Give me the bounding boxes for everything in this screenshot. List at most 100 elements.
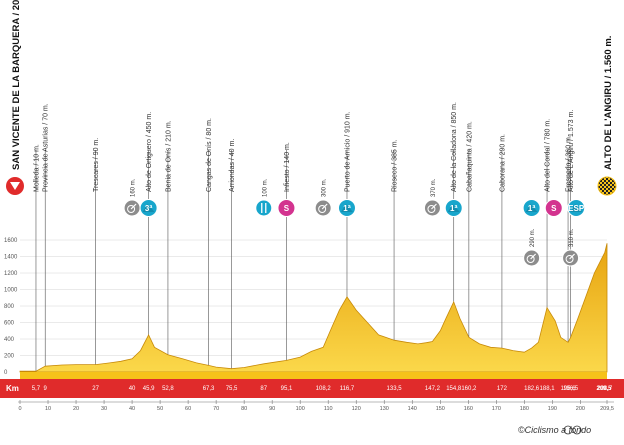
x-tick-label: 209,5 [600,406,614,412]
km-label: Km [6,384,19,393]
stopwatch-face [127,205,136,213]
y-tick-label: 1200 [4,271,18,277]
stopwatch-icon: 160 m. [123,178,141,217]
x-tick-label: 20 [73,406,79,412]
stopwatch-hand [130,203,137,210]
fork-knife-icon: 100 m. [255,178,273,217]
stopwatch-icon: 310 m. [562,228,580,267]
km-mark-label: 154,8 [446,386,462,392]
km-mark-label: 95,1 [281,386,293,392]
place-label: Alto de la Colladona / 850 m. [451,102,458,192]
stopwatch-hand [321,203,328,210]
start-marker: SAN VICENTE DE LA BARQUERA / 20 m. [6,0,24,195]
x-tick-label: 110 [324,406,333,412]
y-tick-label: 800 [4,304,15,310]
x-tick-label: 170 [492,406,501,412]
profile-fill [19,243,608,373]
climb-disc [444,199,463,217]
x-tick-label: 10 [45,406,51,412]
place-lines [35,150,571,379]
place-label: Alto de L'Angiru / 1.573 m. [568,110,575,192]
km-mark-label: 40 [129,386,136,392]
km-mark-label: 52,8 [162,386,174,392]
climb-category-label: 3ª [145,204,152,213]
sprint-label: S [284,204,290,213]
km-mark-label: 188,1 [540,386,556,392]
x-tick-label: 200 [576,406,585,412]
profile-area [19,243,608,379]
altitude-label: 370 m. [431,178,437,197]
climb-icon: ESP [567,199,586,217]
climb-icon: 1ª [444,199,463,217]
stopwatch-icon: 300 m. [314,178,332,217]
mountain-shape [525,204,538,212]
km-mark-label: 45,9 [143,386,155,392]
climb-icon: 1ª [522,199,541,217]
stopwatch-face [318,205,327,213]
climb-category-label: 1ª [450,204,457,213]
climb-disc [139,199,158,217]
stopwatch-hand [569,253,575,260]
y-tick-label: 1000 [4,288,18,294]
km-mark-label: 67,3 [203,386,215,392]
x-tick-label: 40 [129,406,135,412]
x-tick-label: 180 [520,406,529,412]
km-mark-label: 208,7 [597,386,613,392]
climb-disc [567,199,586,217]
y-tick-label: 600 [4,321,15,327]
stopwatch-icon: 370 m. [423,178,441,217]
mountain-shape [340,204,353,212]
sprint-label: S [551,204,557,213]
mountain-shape [447,204,460,212]
climb-disc [522,199,541,217]
km-mark-label: 5,7 [32,386,41,392]
feed-zone-disc [255,199,273,217]
place-label: Provincia de Asturias / 70 m. [43,103,50,192]
climb-disc [337,199,356,217]
y-tick-label: 1600 [4,238,18,244]
finish-marker: ALTO DE L'ANGIRU / 1.560 m. [597,36,617,196]
y-axis-ticks: 0 200 400 600 800 1000 1200 1400 1600 [4,238,18,376]
x-tick-label: 150 [436,406,445,412]
x-tick-label: 70 [213,406,219,412]
stopwatch-hand [530,253,537,260]
km-mark-label: 160,2 [461,386,477,392]
y-tick-label: 400 [4,337,15,343]
km-mark-label: 195,6 [561,386,577,392]
sprint-icon: S [544,199,563,217]
finish-flag-icon [597,176,617,196]
km-mark-label: 27 [92,386,99,392]
x-tick-label: 140 [408,406,417,412]
altitude-label: 160 m. [131,178,137,197]
profile-badges: 160 m. 3ª 100 m. S 300 m. 1ª 370 m. 1ª 1ª S ESP 290… [123,178,586,267]
stopwatch-hand [431,203,437,210]
stopwatch-face [565,255,574,263]
place-label: Molleda / 10 m. [33,144,40,192]
place-label: Puerto de Arnicio / 910 m. [344,111,351,192]
climb-icon: 3ª [139,199,158,217]
km-mark-label: 147,2 [425,386,441,392]
km-bar [0,379,624,398]
finish-label: ALTO DE L'ANGIRU / 1.560 m. [603,36,614,170]
sprint-disc [544,199,563,217]
place-label: Infiesto / 140 m. [284,142,291,192]
x-tick-label: 190 [548,406,557,412]
sprint-disc [277,199,296,217]
km-mark-label: 87 [260,386,267,392]
stopwatch-face [427,205,436,213]
stopwatch-icon: 290 m. [523,228,541,267]
start-label: SAN VICENTE DE LA BARQUERA / 20 m. [11,0,22,170]
place-label: Rioseco / 385 m. [392,139,399,192]
km-mark-label: 133,5 [387,386,403,392]
x-tick-label: 60 [185,406,191,412]
x-tick-label: 100 [296,406,305,412]
x-tick-label: 80 [241,406,247,412]
km-mark-label: 9 [44,386,48,392]
y-tick-label: 1400 [4,255,18,261]
sprint-icon: S [277,199,296,217]
grid-lines [20,239,607,373]
signature-text: ©Ciclismo a fondo [518,425,591,435]
place-labels: Molleda / 10 m. Provincia de Asturias / 7… [33,102,575,192]
place-label: Trescares / 90 m. [93,138,100,192]
watermark-signature: ©Ciclismo a fondo [518,425,591,435]
